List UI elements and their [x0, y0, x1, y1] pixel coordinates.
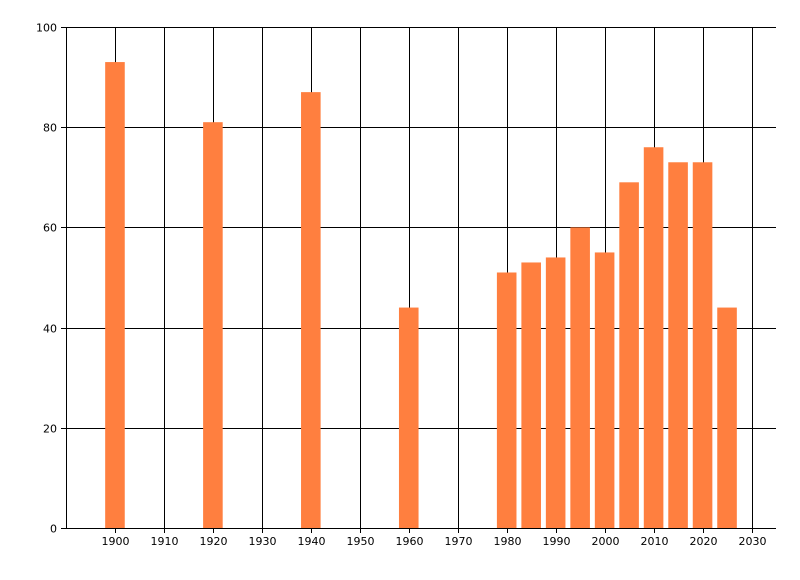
y-tick-label: 40	[43, 323, 57, 336]
y-tick-label: 0	[50, 523, 57, 536]
bar	[692, 162, 713, 528]
x-tick-label: 1960	[396, 535, 424, 548]
bar	[594, 252, 615, 528]
x-tick-label: 2030	[739, 535, 767, 548]
x-tick-label: 2010	[641, 535, 669, 548]
x-tick-label: 1920	[200, 535, 228, 548]
y-tick-label: 20	[43, 423, 57, 436]
bar	[545, 257, 566, 528]
x-tick-label: 1900	[102, 535, 130, 548]
x-tick-label: 1930	[249, 535, 277, 548]
bar	[105, 62, 125, 528]
bar	[496, 272, 517, 528]
bar	[570, 227, 590, 528]
x-tick-label: 1910	[151, 535, 179, 548]
bar	[521, 262, 541, 528]
bar	[301, 92, 321, 528]
bar	[398, 307, 419, 528]
bar	[717, 307, 737, 528]
y-tick-label: 60	[43, 222, 57, 235]
x-tick-label: 1970	[445, 535, 473, 548]
y-tick-label: 80	[43, 122, 57, 135]
y-tick-label: 100	[36, 22, 57, 35]
x-tick-label: 1990	[543, 535, 571, 548]
x-tick-label: 2000	[592, 535, 620, 548]
x-tick-label: 1940	[298, 535, 326, 548]
bar	[619, 182, 639, 528]
x-tick-label: 1950	[347, 535, 375, 548]
x-tick-label: 1980	[494, 535, 522, 548]
x-tick-label: 2020	[690, 535, 718, 548]
bar	[203, 122, 223, 528]
axes: 0 20 40 60 80 100 1900 1910 1920 1930 1940 1950 1960…	[36, 22, 776, 548]
bar	[643, 147, 664, 529]
bars	[105, 62, 737, 529]
bar	[668, 162, 688, 528]
